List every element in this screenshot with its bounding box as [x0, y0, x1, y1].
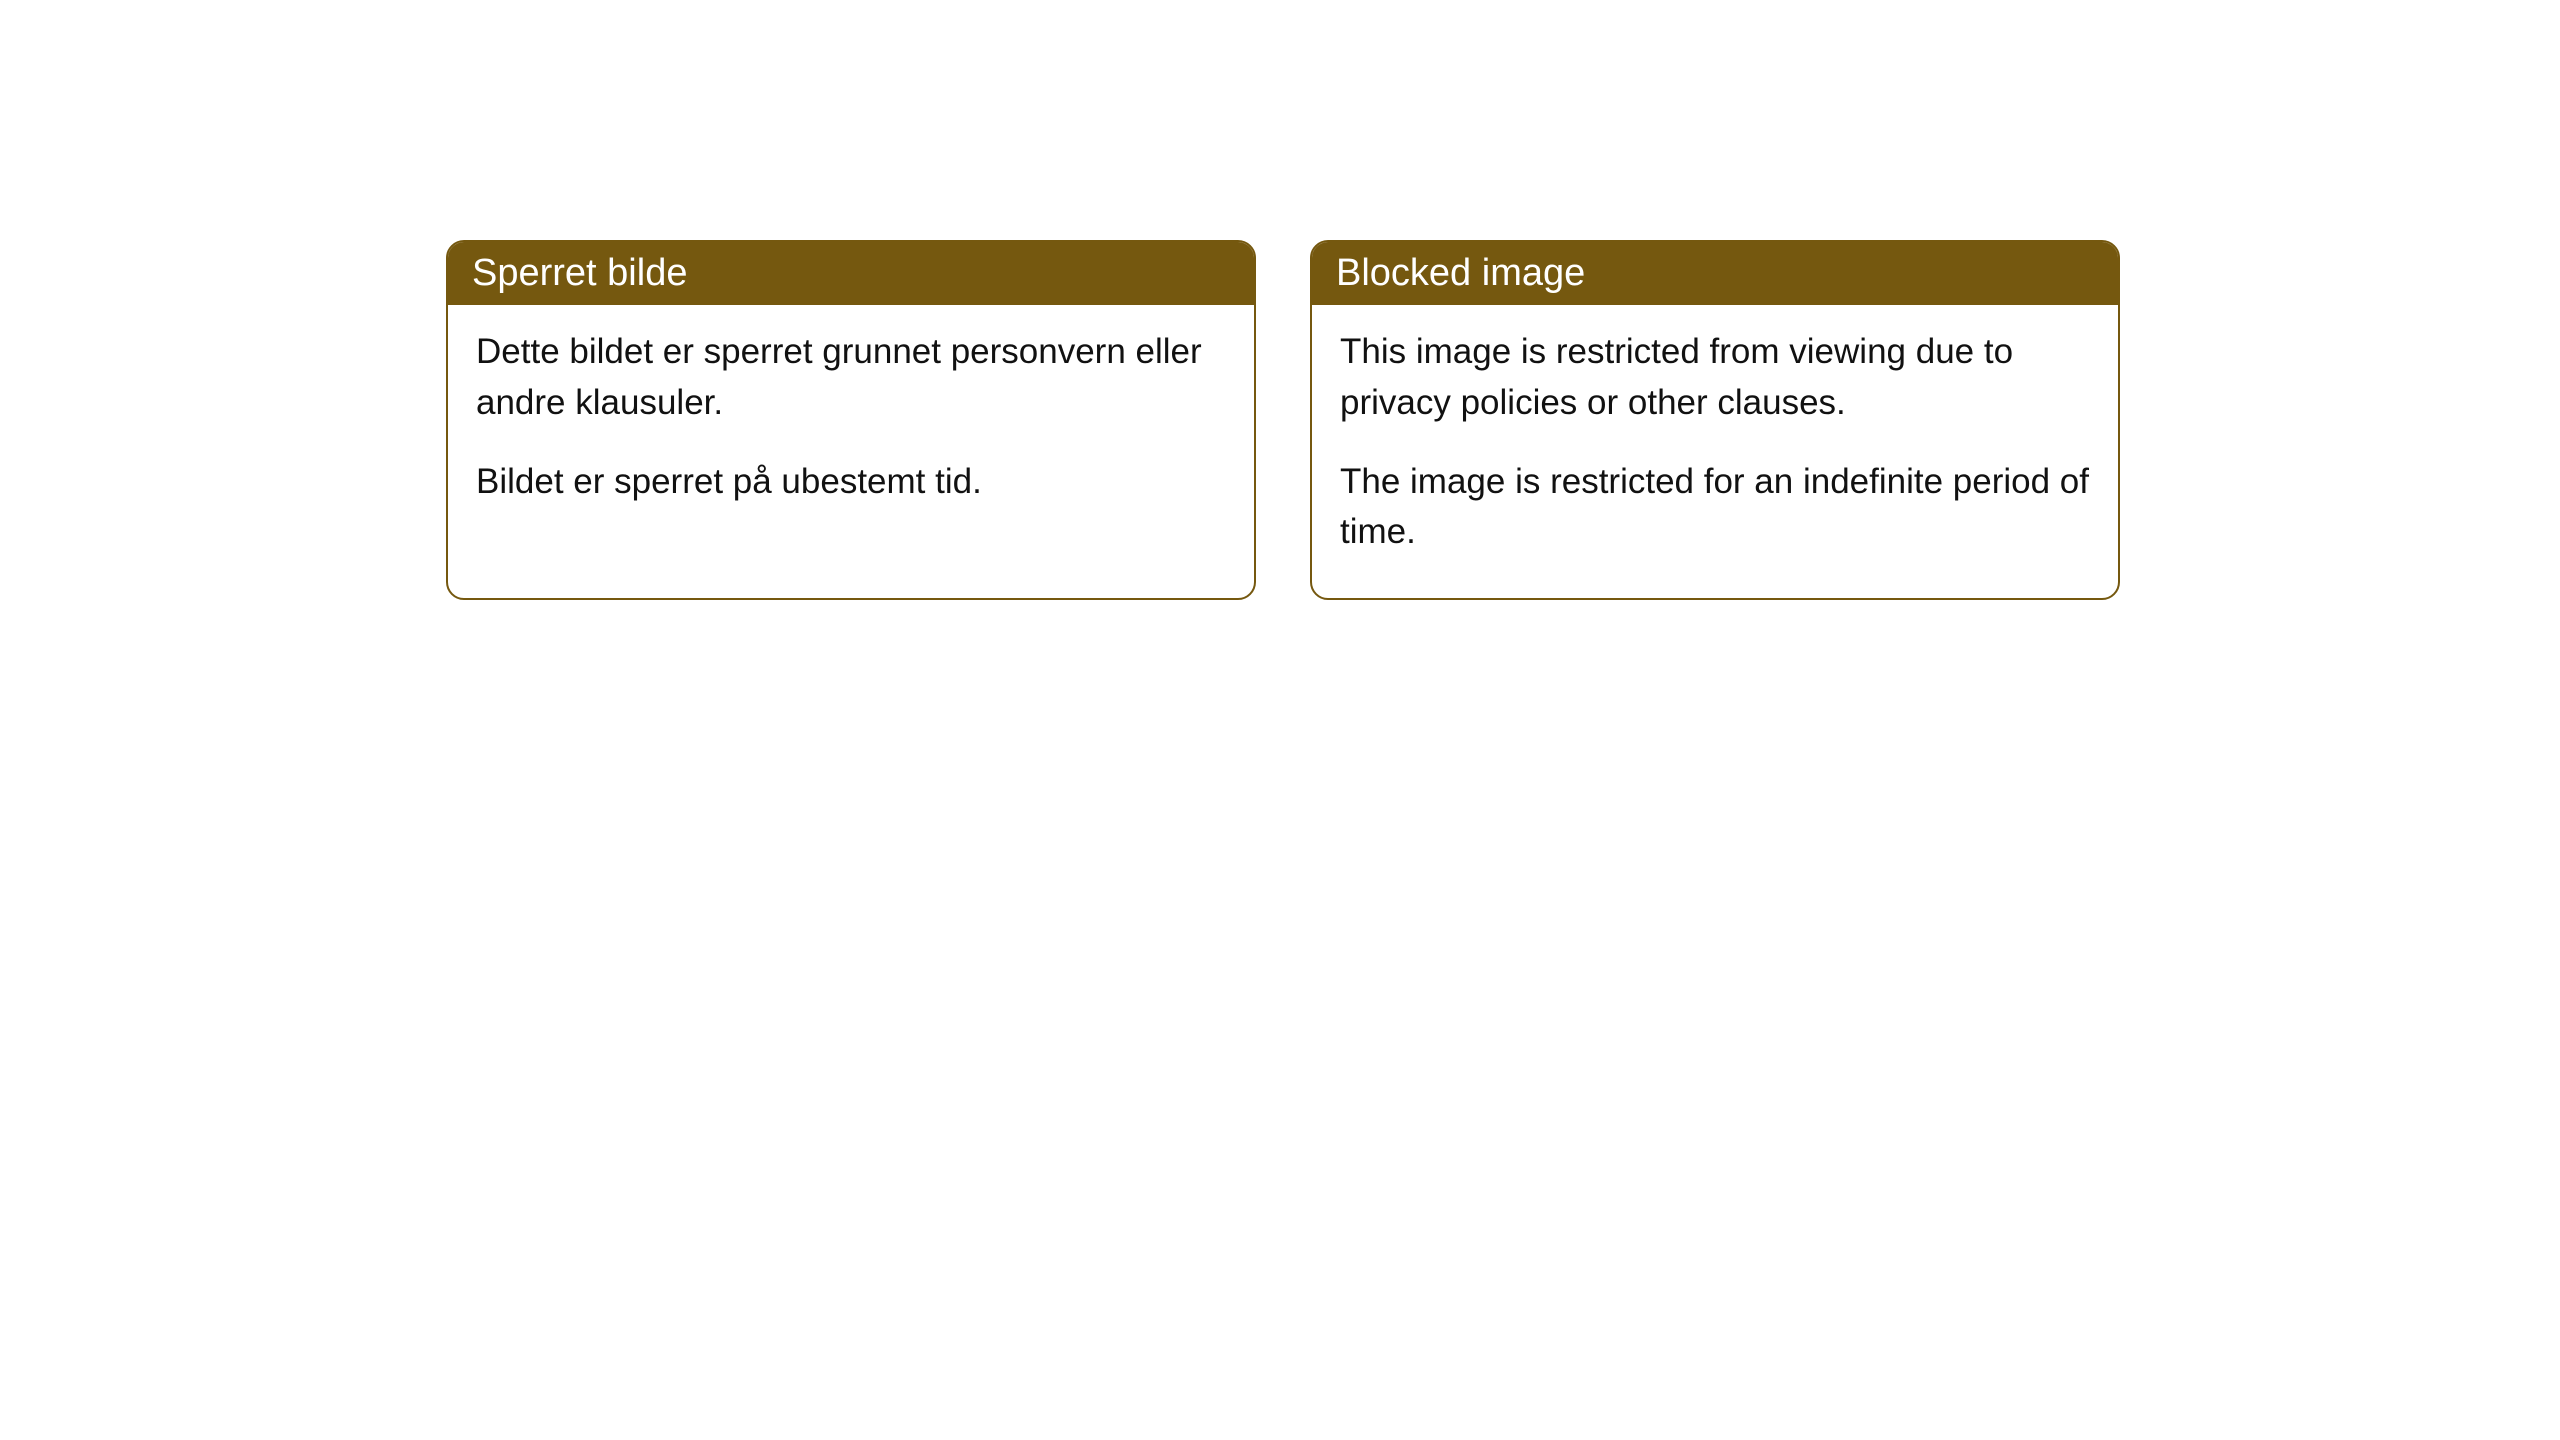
blocked-image-card-en: Blocked image This image is restricted f… — [1310, 240, 2120, 600]
card-title: Sperret bilde — [448, 242, 1254, 305]
card-body: This image is restricted from viewing du… — [1312, 305, 2118, 598]
cards-container: Sperret bilde Dette bildet er sperret gr… — [0, 0, 2560, 600]
card-body: Dette bildet er sperret grunnet personve… — [448, 305, 1254, 547]
card-paragraph: Bildet er sperret på ubestemt tid. — [476, 457, 1226, 508]
card-paragraph: This image is restricted from viewing du… — [1340, 327, 2090, 429]
card-paragraph: The image is restricted for an indefinit… — [1340, 457, 2090, 559]
card-paragraph: Dette bildet er sperret grunnet personve… — [476, 327, 1226, 429]
card-title: Blocked image — [1312, 242, 2118, 305]
blocked-image-card-no: Sperret bilde Dette bildet er sperret gr… — [446, 240, 1256, 600]
